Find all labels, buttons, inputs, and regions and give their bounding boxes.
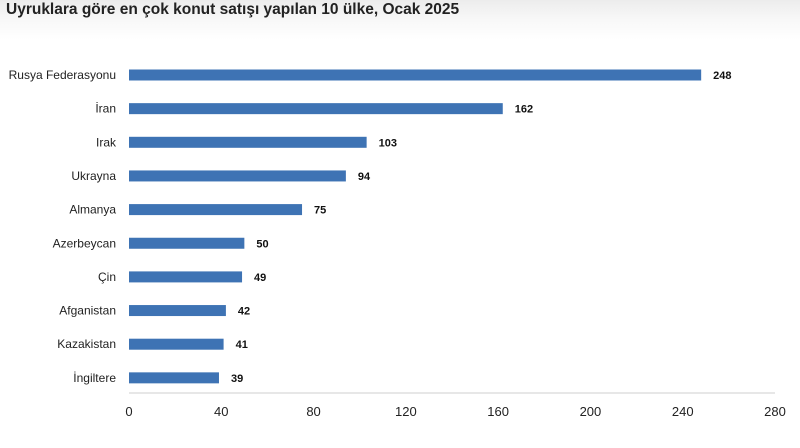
x-tick-label: 120 (395, 404, 417, 419)
category-label: Azerbeycan (53, 236, 116, 250)
category-label: Rusya Federasyonu (9, 68, 116, 82)
category-label: İngiltere (73, 371, 116, 385)
category-label: Kazakistan (57, 337, 116, 351)
value-label: 39 (231, 373, 243, 385)
value-label: 103 (379, 137, 397, 149)
category-labels: Rusya Federasyonu İran Irak Ukrayna Almanya A… (9, 68, 117, 385)
x-tick-label: 280 (764, 404, 786, 419)
category-label: Çin (98, 270, 116, 284)
bar (129, 103, 503, 115)
x-tick-label: 160 (487, 404, 509, 419)
value-labels: 248 162 103 94 75 50 49 42 41 39 (231, 70, 732, 385)
category-label: İran (95, 102, 116, 116)
bar (129, 204, 303, 216)
x-tick-label: 80 (306, 404, 320, 419)
bar (129, 170, 346, 182)
category-label: Irak (96, 135, 117, 149)
bars-layer (129, 69, 702, 384)
category-label: Ukrayna (71, 169, 116, 183)
x-axis-ticks: 0 40 80 120 160 200 240 280 (125, 404, 785, 419)
bar (129, 69, 702, 81)
header-shadow (0, 0, 800, 40)
x-tick-label: 240 (672, 404, 694, 419)
bar (129, 237, 245, 249)
chart-title: Uyruklara göre en çok konut satışı yapıl… (6, 1, 460, 18)
value-label: 162 (515, 104, 533, 116)
value-label: 50 (256, 238, 268, 250)
value-label: 42 (238, 306, 250, 318)
value-label: 94 (358, 171, 371, 183)
value-label: 248 (713, 70, 731, 82)
bar (129, 372, 219, 384)
category-label: Afganistan (59, 304, 116, 318)
x-tick-label: 40 (214, 404, 228, 419)
bar (129, 136, 367, 148)
bar (129, 338, 224, 350)
value-label: 75 (314, 205, 326, 217)
x-tick-label: 0 (125, 404, 132, 419)
value-label: 41 (236, 339, 248, 351)
value-label: 49 (254, 272, 266, 284)
bar (129, 305, 226, 317)
x-tick-label: 200 (580, 404, 602, 419)
bar (129, 271, 243, 283)
category-label: Almanya (69, 203, 116, 217)
